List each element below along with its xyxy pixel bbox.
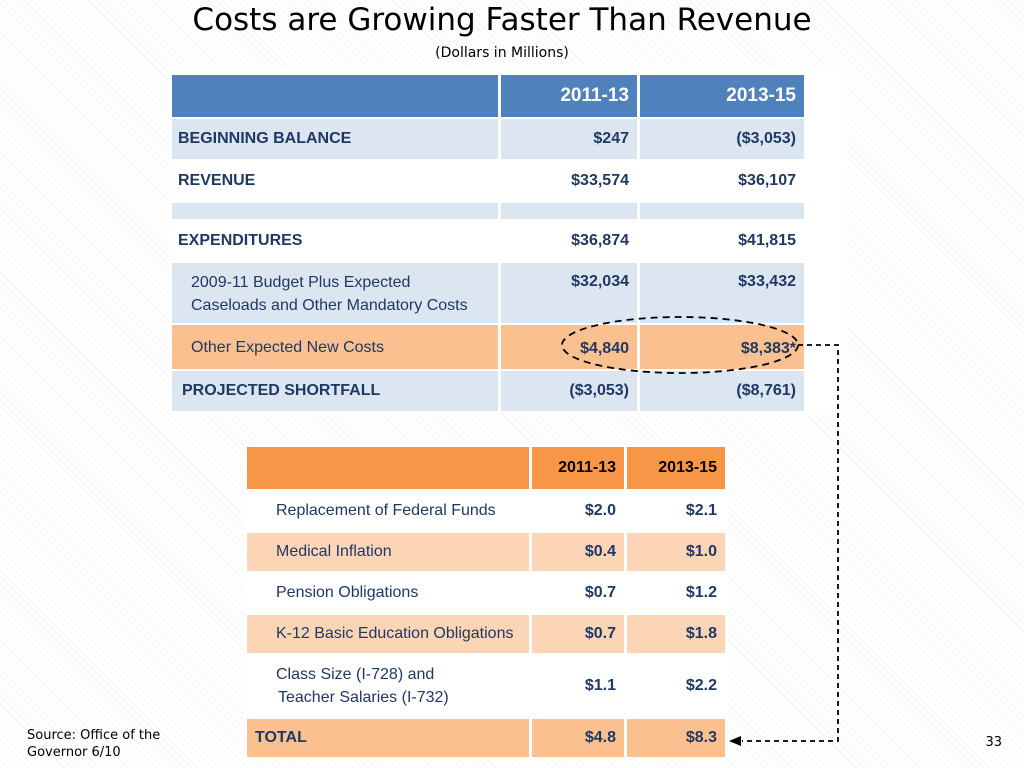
slide-title: Costs are Growing Faster Than Revenue — [192, 2, 812, 38]
row-spacer — [172, 203, 804, 219]
shortfall-label: PROJECTED SHORTFALL — [172, 371, 498, 411]
budget-table: 2011-13 2013-15 BEGINNING BALANCE $247 (… — [169, 73, 807, 413]
row-projected-shortfall: PROJECTED SHORTFALL ($3,053) ($8,761) — [172, 371, 804, 411]
beginning-balance-2013-15: ($3,053) — [640, 119, 804, 159]
row-revenue: REVENUE $33,574 $36,107 — [172, 161, 804, 201]
cost-column-header-2013-15: 2013-15 — [627, 447, 725, 489]
source-note: Source: Office of the Governor 6/10 — [27, 727, 160, 761]
column-header-2011-13: 2011-13 — [501, 75, 637, 117]
cost-row-label: Class Size (I-728) and Teacher Salaries … — [247, 656, 529, 716]
cost-total-label: TOTAL — [247, 719, 529, 757]
budget-plus-2011-13: $32,034 — [501, 263, 637, 323]
row-beginning-balance: BEGINNING BALANCE $247 ($3,053) — [172, 119, 804, 159]
cost-column-header-2011-13: 2011-13 — [532, 447, 624, 489]
cost-row-2011-13: $0.7 — [532, 574, 624, 612]
budget-table-header: 2011-13 2013-15 — [172, 75, 804, 117]
row-other-expected-new-costs: Other Expected New Costs $4,840 $8,383* — [172, 325, 804, 369]
spacer-cell — [640, 203, 804, 219]
budget-plus-label-line2: Caseloads and Other Mandatory Costs — [191, 297, 468, 314]
cost-row-2013-15: $1.2 — [627, 574, 725, 612]
row-expenditures: EXPENDITURES $36,874 $41,815 — [172, 221, 804, 261]
slide-subtitle: (Dollars in Millions) — [435, 45, 569, 61]
beginning-balance-2011-13: $247 — [501, 119, 637, 159]
cost-row: Medical Inflation $0.4 $1.0 — [247, 533, 725, 571]
expenditures-label: EXPENDITURES — [172, 221, 498, 261]
other-costs-2013-15: $8,383* — [640, 325, 804, 369]
spacer-cell — [501, 203, 637, 219]
spacer-cell — [172, 203, 498, 219]
other-costs-2011-13: $4,840 — [501, 325, 637, 369]
callout-arrowhead — [729, 736, 741, 746]
cost-breakdown-table: 2011-13 2013-15 Replacement of Federal F… — [244, 444, 728, 760]
cost-row-label: K-12 Basic Education Obligations — [247, 615, 529, 653]
budget-plus-label-line1: 2009-11 Budget Plus Expected — [191, 274, 411, 291]
other-costs-label: Other Expected New Costs — [172, 325, 498, 369]
source-note-line2: Governor 6/10 — [27, 745, 121, 760]
cost-row-label-line1: Class Size (I-728) and — [276, 666, 435, 683]
cost-row-2013-15: $1.0 — [627, 533, 725, 571]
cost-row-label-line2: Teacher Salaries (I-732) — [278, 689, 449, 706]
cost-row: Replacement of Federal Funds $2.0 $2.1 — [247, 492, 725, 530]
cost-row-2011-13: $2.0 — [532, 492, 624, 530]
cost-row-2013-15: $2.2 — [627, 656, 725, 716]
cost-total-row: TOTAL $4.8 $8.3 — [247, 719, 725, 757]
revenue-2013-15: $36,107 — [640, 161, 804, 201]
shortfall-2011-13: ($3,053) — [501, 371, 637, 411]
expenditures-2013-15: $41,815 — [640, 221, 804, 261]
cost-row-2011-13: $0.4 — [532, 533, 624, 571]
cost-row: K-12 Basic Education Obligations $0.7 $1… — [247, 615, 725, 653]
column-header-2013-15: 2013-15 — [640, 75, 804, 117]
cost-row-label: Medical Inflation — [247, 533, 529, 571]
row-budget-plus: 2009-11 Budget Plus Expected Caseloads a… — [172, 263, 804, 323]
budget-plus-label: 2009-11 Budget Plus Expected Caseloads a… — [172, 263, 498, 323]
cost-row-2013-15: $1.8 — [627, 615, 725, 653]
cost-row-label: Pension Obligations — [247, 574, 529, 612]
header-empty-cell — [172, 75, 498, 117]
cost-row-label: Replacement of Federal Funds — [247, 492, 529, 530]
cost-row-2011-13: $1.1 — [532, 656, 624, 716]
cost-total-2011-13: $4.8 — [532, 719, 624, 757]
cost-row-2013-15: $2.1 — [627, 492, 725, 530]
header-empty-cell — [247, 447, 529, 489]
shortfall-2013-15: ($8,761) — [640, 371, 804, 411]
source-note-line1: Source: Office of the — [27, 728, 161, 743]
cost-row-2011-13: $0.7 — [532, 615, 624, 653]
revenue-2011-13: $33,574 — [501, 161, 637, 201]
revenue-label: REVENUE — [172, 161, 498, 201]
page-number: 33 — [985, 735, 1002, 750]
cost-total-2013-15: $8.3 — [627, 719, 725, 757]
budget-plus-2013-15: $33,432 — [640, 263, 804, 323]
cost-row: Class Size (I-728) and Teacher Salaries … — [247, 656, 725, 716]
cost-row: Pension Obligations $0.7 $1.2 — [247, 574, 725, 612]
cost-table-header: 2011-13 2013-15 — [247, 447, 725, 489]
beginning-balance-label: BEGINNING BALANCE — [172, 119, 498, 159]
expenditures-2011-13: $36,874 — [501, 221, 637, 261]
